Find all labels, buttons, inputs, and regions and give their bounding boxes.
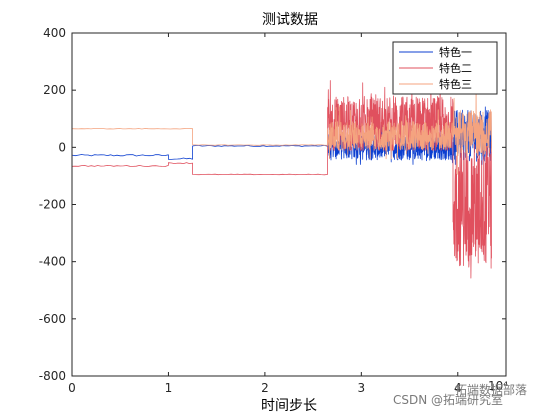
x-tick-label-3: 3 [358,381,366,395]
chart-title: 测试数据 [262,12,318,28]
axis-ticks: 0 1 2 3 4 -800 -600 -400 -200 0 200 400 [39,26,506,395]
y-tick-label-1: -600 [39,312,66,326]
x-tick-label-4: 4 [454,381,462,395]
series-line-2 [72,74,492,279]
x-tick-label-1: 1 [165,381,173,395]
y-tick-label-2: -400 [39,255,66,269]
x-tick-label-2: 2 [261,381,269,395]
legend-label-2: 特色二 [439,61,472,75]
series-line-3 [72,82,492,175]
legend-label-1: 特色一 [439,45,472,59]
legend-label-3: 特色三 [439,77,472,91]
watermark-text-1: CSDN @拓端研究室 [393,392,503,407]
plot-area [72,74,492,279]
x-axis-label: 时间步长 [261,398,317,414]
y-tick-label-5: 200 [43,83,66,97]
x-axis-multiplier: 10⁴ [488,379,508,393]
x-tick-label-0: 0 [68,381,76,395]
y-tick-label-6: 400 [43,26,66,40]
y-tick-label-0: -800 [39,369,66,383]
watermark-text-2: 拓端数据部落 [455,382,527,397]
y-tick-label-3: -200 [39,198,66,212]
y-tick-label-4: 0 [58,140,66,154]
watermark: CSDN @拓端研究室 拓端数据部落 [393,382,527,407]
